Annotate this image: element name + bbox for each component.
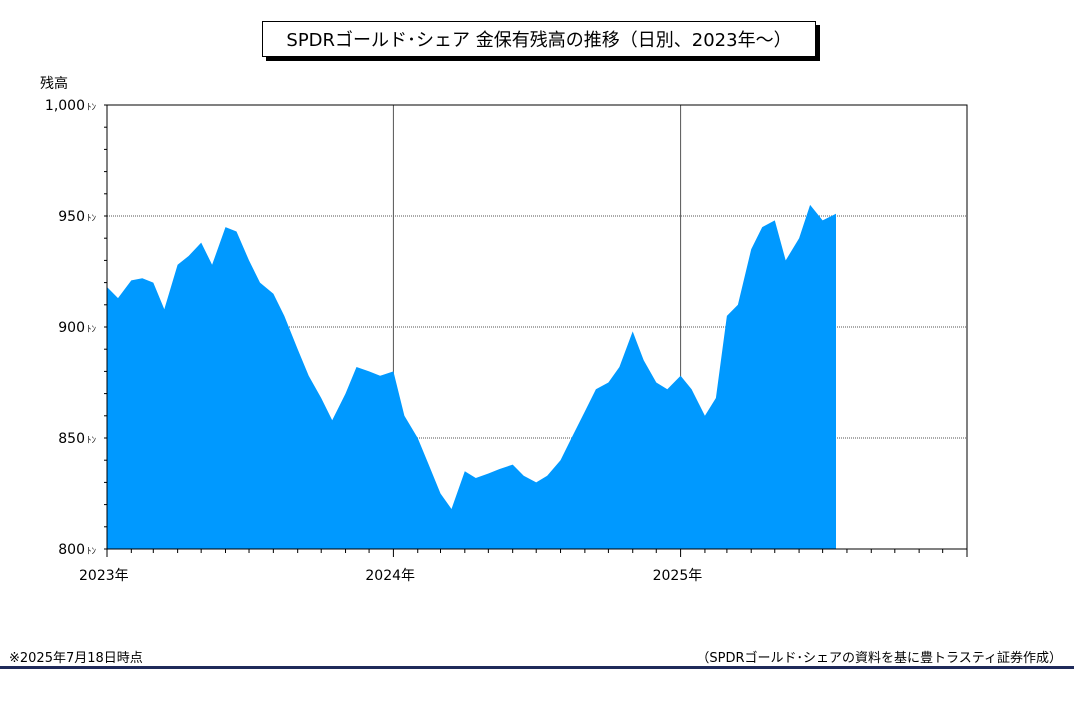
y-tick-unit: ﾄﾝ bbox=[87, 103, 97, 113]
y-tick-label: 1,000 bbox=[45, 98, 85, 114]
x-tick-label: 2023年 bbox=[79, 568, 129, 584]
x-tick-labels: 2023年 2024年 2025年 bbox=[79, 568, 702, 584]
source-note: （SPDRゴールド･シェアの資料を基に豊トラスティ証券作成） bbox=[696, 651, 1062, 666]
y-tick-label: 900 bbox=[58, 320, 85, 336]
y-tick-unit: ﾄﾝ bbox=[87, 214, 97, 224]
chart-title: SPDRゴールド･シェア 金保有残高の推移（日別、2023年～） bbox=[262, 21, 816, 57]
y-tick-label: 950 bbox=[58, 209, 85, 225]
y-axis-label: 残高 bbox=[40, 75, 68, 92]
minor-ticks bbox=[104, 104, 968, 557]
as-of-note: ※2025年7月18日時点 bbox=[9, 651, 143, 666]
y-tick-unit: ﾄﾝ bbox=[87, 325, 97, 335]
footer-rule bbox=[0, 666, 1074, 669]
y-tick-label: 800 bbox=[58, 542, 85, 558]
holdings-area-series bbox=[107, 204, 836, 549]
chart-title-frame: SPDRゴールド･シェア 金保有残高の推移（日別、2023年～） bbox=[262, 21, 820, 61]
y-tick-label: 850 bbox=[58, 431, 85, 447]
x-tick-label: 2024年 bbox=[365, 568, 415, 584]
y-tick-unit: ﾄﾝ bbox=[87, 436, 97, 446]
y-tick-unit: ﾄﾝ bbox=[87, 547, 97, 557]
x-tick-label: 2025年 bbox=[653, 568, 703, 584]
